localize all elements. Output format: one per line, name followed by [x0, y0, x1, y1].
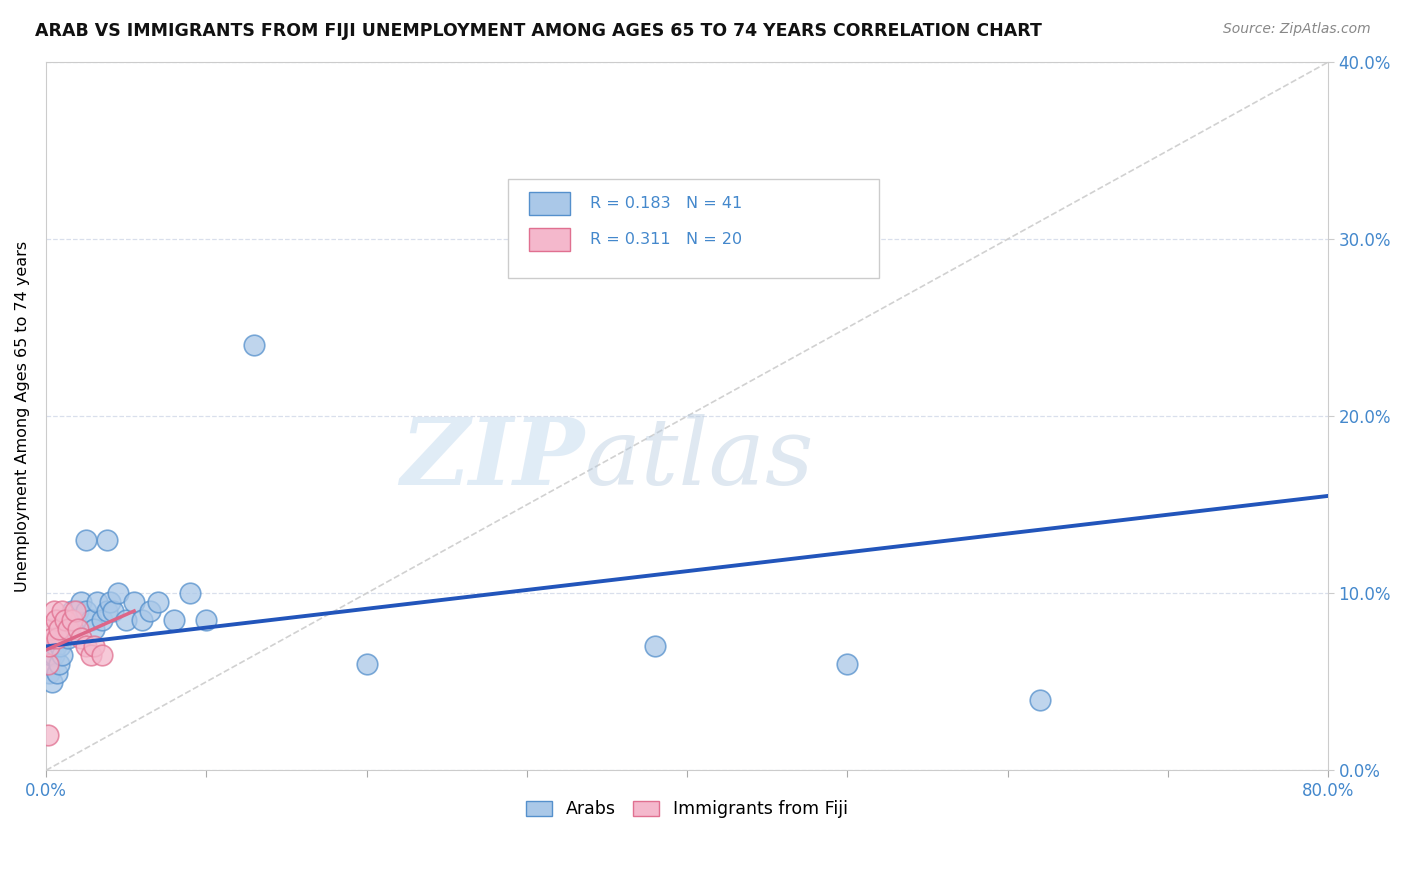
Point	[45, 613, 67, 627]
Point	[1028, 692, 1050, 706]
Point	[91, 613, 114, 627]
FancyBboxPatch shape	[508, 179, 879, 278]
Point	[243, 338, 266, 352]
Text: ZIP: ZIP	[401, 414, 585, 504]
Point	[644, 640, 666, 654]
Point	[122, 595, 145, 609]
Point	[58, 622, 80, 636]
Point	[837, 657, 859, 672]
Point	[83, 640, 105, 654]
Point	[42, 648, 65, 663]
Text: atlas: atlas	[585, 414, 814, 504]
Point	[51, 604, 73, 618]
Point	[51, 648, 73, 663]
Point	[37, 728, 59, 742]
Point	[91, 648, 114, 663]
Point	[356, 657, 378, 672]
Point	[60, 604, 83, 618]
Point	[42, 604, 65, 618]
Point	[58, 631, 80, 645]
Point	[46, 631, 69, 645]
Point	[45, 640, 67, 654]
FancyBboxPatch shape	[529, 227, 571, 251]
Point	[60, 613, 83, 627]
Text: R = 0.183   N = 41: R = 0.183 N = 41	[589, 196, 742, 211]
Point	[107, 586, 129, 600]
Point	[80, 648, 103, 663]
Point	[131, 613, 153, 627]
Point	[115, 613, 138, 627]
Point	[86, 595, 108, 609]
Text: R = 0.311   N = 20: R = 0.311 N = 20	[589, 232, 742, 247]
Point	[46, 665, 69, 680]
Point	[63, 613, 86, 627]
Point	[96, 533, 118, 548]
Point	[41, 674, 63, 689]
Point	[96, 604, 118, 618]
Point	[48, 622, 70, 636]
Point	[75, 604, 97, 618]
Point	[66, 622, 89, 636]
Point	[103, 604, 125, 618]
Point	[53, 622, 76, 636]
Point	[70, 595, 93, 609]
Point	[41, 631, 63, 645]
FancyBboxPatch shape	[529, 193, 571, 215]
Text: Source: ZipAtlas.com: Source: ZipAtlas.com	[1223, 22, 1371, 37]
Legend: Arabs, Immigrants from Fiji: Arabs, Immigrants from Fiji	[519, 794, 855, 825]
Point	[38, 665, 60, 680]
Point	[98, 595, 121, 609]
Point	[80, 613, 103, 627]
Point	[163, 613, 186, 627]
Point	[48, 657, 70, 672]
Point	[146, 595, 169, 609]
Point	[59, 622, 82, 636]
Point	[37, 657, 59, 672]
Point	[70, 631, 93, 645]
Point	[63, 604, 86, 618]
Point	[195, 613, 218, 627]
Point	[37, 657, 59, 672]
Point	[38, 640, 60, 654]
Point	[66, 604, 89, 618]
Point	[39, 648, 62, 663]
Point	[83, 622, 105, 636]
Point	[53, 613, 76, 627]
Text: ARAB VS IMMIGRANTS FROM FIJI UNEMPLOYMENT AMONG AGES 65 TO 74 YEARS CORRELATION : ARAB VS IMMIGRANTS FROM FIJI UNEMPLOYMEN…	[35, 22, 1042, 40]
Y-axis label: Unemployment Among Ages 65 to 74 years: Unemployment Among Ages 65 to 74 years	[15, 241, 30, 591]
Point	[179, 586, 201, 600]
Point	[75, 640, 97, 654]
Point	[139, 604, 162, 618]
Point	[39, 622, 62, 636]
Point	[49, 640, 72, 654]
Point	[75, 533, 97, 548]
